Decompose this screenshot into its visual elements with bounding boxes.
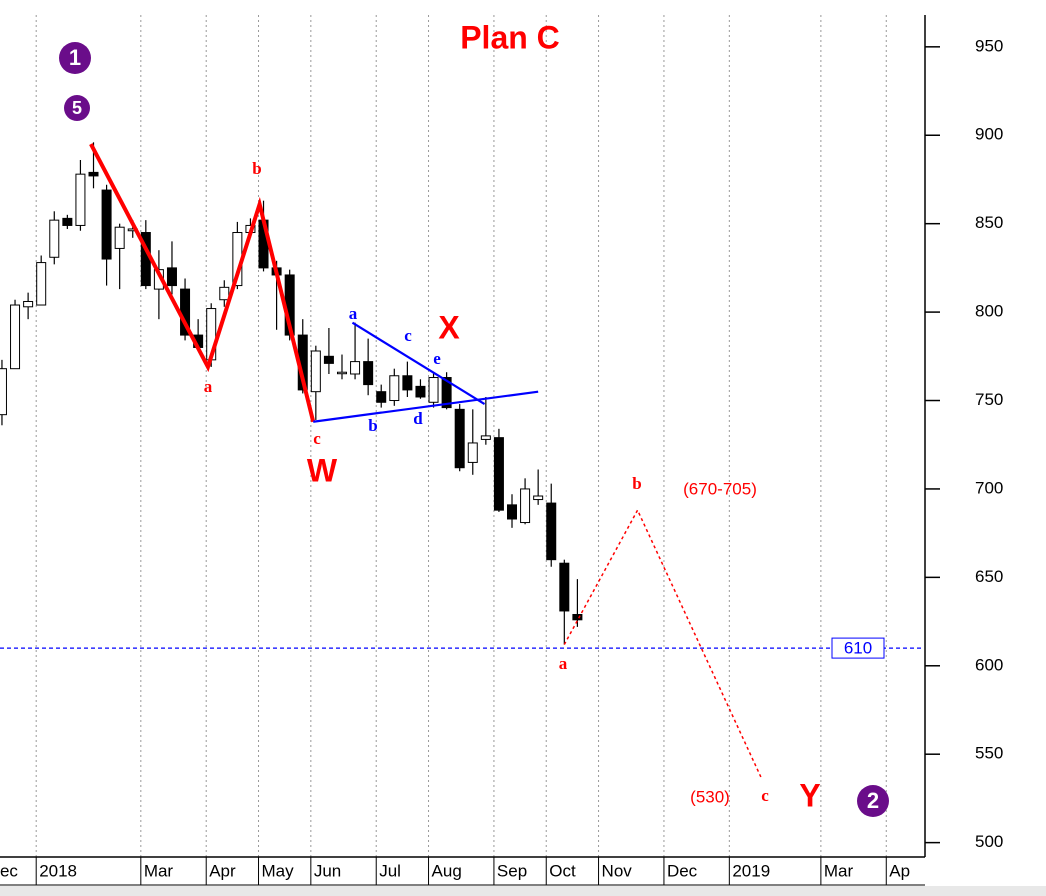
candle-body	[402, 375, 413, 391]
annotation: d	[413, 409, 423, 428]
badge	[857, 785, 889, 817]
annotation: a	[559, 654, 568, 673]
annotation: 2	[867, 788, 879, 813]
y-tick-label: 700	[975, 478, 1003, 497]
annotation: (530)	[690, 787, 730, 806]
candle-body	[533, 495, 544, 501]
bottom-margin	[0, 886, 1046, 896]
annotation: W	[307, 452, 338, 488]
wave-line	[351, 321, 486, 405]
annotation: a	[349, 304, 358, 323]
reference-label: 610	[844, 639, 872, 658]
candle-body	[467, 442, 478, 463]
badge	[59, 42, 91, 74]
annotation: c	[761, 786, 769, 805]
candle-body	[310, 350, 321, 393]
marks	[0, 142, 583, 645]
candle-body	[219, 286, 230, 301]
annotation: (670-705)	[683, 479, 757, 498]
x-tick-label: Dec	[667, 861, 698, 880]
candle-body	[546, 502, 557, 561]
candle-body	[350, 361, 361, 375]
x-tick-label: Mar	[144, 861, 174, 880]
chart-title: Plan C	[460, 19, 560, 55]
annotation: Y	[799, 777, 820, 813]
annotation: c	[313, 429, 321, 448]
candle-body	[480, 435, 491, 440]
annotation: b	[252, 159, 261, 178]
reference-box	[831, 637, 885, 659]
grid	[0, 15, 922, 857]
x-tick-label: May	[262, 861, 295, 880]
candle-body	[559, 562, 570, 612]
candle-body	[114, 226, 125, 249]
y-tick-label: 800	[975, 302, 1003, 321]
annotation: c	[404, 326, 412, 345]
candle-body	[376, 391, 387, 403]
x-tick-label: Mar	[824, 861, 854, 880]
candle-body	[101, 189, 112, 260]
annotation: e	[433, 349, 441, 368]
candle-body	[428, 377, 439, 403]
candle-body	[336, 371, 347, 375]
annotation: a	[204, 377, 213, 396]
y-tick-label: 900	[975, 125, 1003, 144]
x-tick-label: Aug	[432, 861, 462, 880]
x-tick-label: Apr	[209, 861, 236, 880]
candle-body	[441, 377, 452, 409]
candle-body	[23, 300, 34, 308]
wave-line	[313, 390, 539, 423]
candle-body	[520, 488, 531, 524]
candle-body	[36, 262, 47, 306]
annotation: 5	[72, 98, 82, 118]
x-tick-label: ec	[0, 861, 18, 880]
candle-body	[166, 267, 177, 287]
x-tick-label: Sep	[497, 861, 527, 880]
annotation: 1	[69, 45, 81, 70]
badge	[64, 95, 90, 121]
candle-body	[363, 361, 374, 386]
candle-body	[493, 437, 504, 511]
x-tick-label: Oct	[549, 861, 576, 880]
candle-body	[415, 385, 426, 398]
overlays	[89, 143, 763, 780]
x-tick-label: 2019	[732, 861, 770, 880]
y-tick-label: 750	[975, 390, 1003, 409]
candle-body	[572, 613, 583, 621]
candle-body	[323, 355, 334, 364]
candle-body	[88, 171, 99, 177]
y-tick-label: 500	[975, 832, 1003, 851]
candle-body	[507, 504, 518, 520]
x-tick-label: Nov	[602, 861, 633, 880]
x-tick-label: Jul	[379, 861, 401, 880]
x-tick-label: 2018	[39, 861, 77, 880]
candle-body	[10, 304, 21, 370]
annotation: X	[438, 309, 460, 345]
candle-body	[389, 375, 400, 402]
x-tick-label: Ap	[889, 861, 910, 880]
y-tick-label: 950	[975, 36, 1003, 55]
candle-body	[62, 217, 73, 226]
wave-line	[89, 143, 316, 423]
y-tick-label: 650	[975, 567, 1003, 586]
candle-body	[75, 173, 86, 226]
annotation: b	[368, 416, 377, 435]
candle-body	[0, 368, 7, 416]
candle-body	[454, 408, 465, 469]
y-tick-label: 550	[975, 744, 1003, 763]
x-tick-label: Jun	[314, 861, 341, 880]
wave-line	[563, 508, 763, 780]
candle-body	[49, 219, 60, 258]
y-tick-label: 850	[975, 213, 1003, 232]
annotation: b	[632, 474, 641, 493]
y-tick-label: 600	[975, 655, 1003, 674]
